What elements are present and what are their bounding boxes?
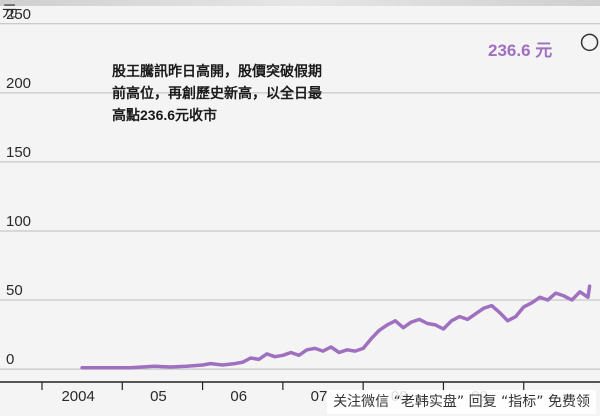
- y-tick-label: 250: [6, 6, 31, 23]
- x-tick-label: 2004: [61, 388, 94, 405]
- price-line: [80, 284, 592, 370]
- x-tick-label: 07: [311, 388, 328, 405]
- y-axis-ticks: 250 200 150 100 50 0: [6, 6, 31, 368]
- watermark: 关注微信 “老韩实盘” 回复 “指标” 免费领: [327, 390, 596, 414]
- annotation-line-2: 前高位，再創歷史新高，以全日最: [112, 85, 323, 101]
- annotation-line-1: 股王騰訊昨日高開，股價突破假期: [112, 63, 322, 79]
- x-tick-label: 05: [150, 388, 167, 405]
- x-tick-label: 06: [230, 388, 247, 405]
- y-tick-label: 100: [6, 213, 31, 230]
- y-tick-label: 200: [6, 75, 31, 92]
- peak-label: 236.6 元: [488, 41, 552, 60]
- annotation-text: 股王騰訊昨日高開，股價突破假期 前高位，再創歷史新高，以全日最 高點236.6元…: [112, 63, 323, 123]
- y-tick-label: 150: [6, 144, 31, 161]
- peak-marker: [580, 33, 599, 52]
- annotation-line-3: 高點236.6元收市: [112, 107, 217, 123]
- y-tick-label: 50: [6, 282, 23, 299]
- y-axis-unit: 元: [2, 3, 17, 20]
- y-tick-label: 0: [6, 351, 14, 368]
- top-strip: [0, 0, 600, 6]
